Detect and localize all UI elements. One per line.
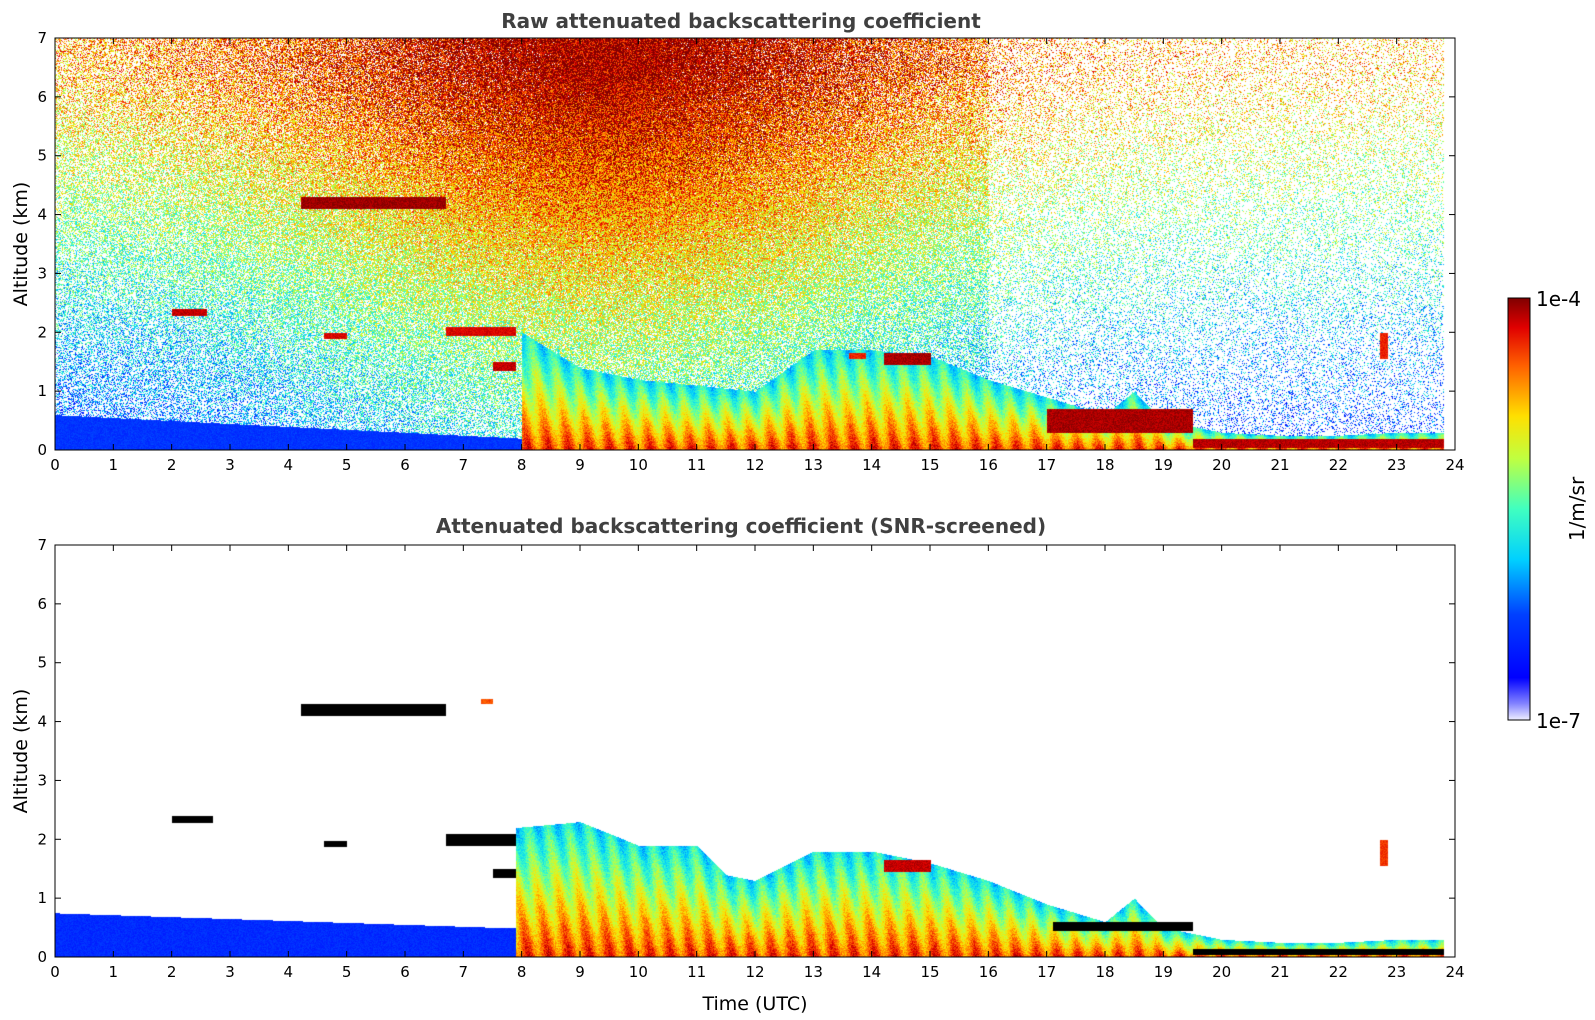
y-tick-label: 7: [37, 29, 47, 47]
x-tick-label: 7: [459, 456, 469, 474]
x-tick-label: 9: [575, 963, 585, 981]
colorbar-min-label: 1e-7: [1536, 709, 1581, 733]
x-tick-label: 10: [629, 963, 648, 981]
x-tick-label: 6: [400, 963, 410, 981]
y-tick-label: 1: [37, 382, 47, 400]
x-tick-label: 13: [804, 456, 823, 474]
x-tick-label: 5: [342, 963, 352, 981]
x-tick-label: 1: [109, 456, 119, 474]
colorbar: 1e-4 1e-7 1/m/sr: [1507, 287, 1589, 733]
x-tick-label: 3: [225, 456, 235, 474]
x-tick-label: 16: [979, 963, 998, 981]
x-tick-label: 7: [459, 963, 469, 981]
x-tick-label: 19: [1154, 963, 1173, 981]
x-tick-label: 12: [745, 963, 764, 981]
y-tick-label: 5: [37, 654, 47, 672]
y-tick-label: 4: [37, 206, 47, 224]
x-tick-label: 20: [1212, 456, 1231, 474]
x-tick-label: 19: [1154, 456, 1173, 474]
x-tick-label: 21: [1270, 963, 1289, 981]
panel-screened-y-axis: 0 1 2 3 4 5 6 7: [37, 536, 1455, 966]
x-tick-label: 2: [167, 963, 177, 981]
x-tick-label: 8: [517, 456, 527, 474]
x-tick-label: 0: [50, 456, 60, 474]
x-tick-label: 15: [920, 456, 939, 474]
screened-heatmap: [55, 545, 1455, 957]
x-tick-label: 12: [745, 456, 764, 474]
x-tick-label: 10: [629, 456, 648, 474]
x-tick-label: 20: [1212, 963, 1231, 981]
panel-raw: Raw attenuated backscattering coefficien…: [10, 9, 1465, 474]
panel-screened-y-label: Altitude (km): [10, 689, 32, 814]
x-tick-label: 9: [575, 456, 585, 474]
y-tick-label: 2: [37, 323, 47, 341]
y-tick-label: 3: [37, 771, 47, 789]
x-tick-label: 22: [1329, 456, 1348, 474]
x-tick-label: 14: [862, 963, 881, 981]
x-tick-label: 8: [517, 963, 527, 981]
x-tick-label: 0: [50, 963, 60, 981]
x-tick-label: 21: [1270, 456, 1289, 474]
x-tick-label: 11: [687, 963, 706, 981]
x-tick-label: 24: [1445, 456, 1464, 474]
x-tick-label: 23: [1387, 456, 1406, 474]
x-tick-label: 1: [109, 963, 119, 981]
x-tick-label: 4: [284, 456, 294, 474]
panel-raw-y-label: Altitude (km): [10, 182, 32, 307]
panel-screened: Attenuated backscattering coefficient (S…: [10, 514, 1465, 1015]
x-axis-label: Time (UTC): [701, 993, 807, 1015]
panel-screened-x-axis: 0 1 2 3 4 5 6 7 8 9 10 11 12 13 14 15 16 17 18 19 20 21 22 23 24: [50, 545, 1465, 981]
y-tick-label: 6: [37, 595, 47, 613]
x-tick-label: 11: [687, 456, 706, 474]
x-tick-label: 18: [1095, 456, 1114, 474]
x-tick-label: 3: [225, 963, 235, 981]
panel-raw-y-axis: 0 1 2 3 4 5 6 7: [37, 29, 1455, 459]
x-tick-label: 17: [1037, 963, 1056, 981]
x-tick-label: 2: [167, 456, 177, 474]
x-tick-label: 14: [862, 456, 881, 474]
x-tick-label: 24: [1445, 963, 1464, 981]
raw-heatmap: [55, 38, 1455, 450]
x-tick-label: 16: [979, 456, 998, 474]
y-tick-label: 2: [37, 830, 47, 848]
y-tick-label: 4: [37, 713, 47, 731]
x-tick-label: 13: [804, 963, 823, 981]
colorbar-max-label: 1e-4: [1536, 287, 1581, 311]
x-tick-label: 23: [1387, 963, 1406, 981]
panel-raw-x-axis: 0 1 2 3 4 5 6 7 8 9 10 11 12 13 14 15 16 17 18 19 20 21 22 23 24: [50, 38, 1465, 474]
y-tick-label: 7: [37, 536, 47, 554]
panel-raw-title: Raw attenuated backscattering coefficien…: [501, 9, 981, 33]
x-tick-label: 15: [920, 963, 939, 981]
x-tick-label: 4: [284, 963, 294, 981]
x-tick-label: 17: [1037, 456, 1056, 474]
x-tick-label: 22: [1329, 963, 1348, 981]
y-tick-label: 0: [37, 441, 47, 459]
y-tick-label: 6: [37, 88, 47, 106]
y-tick-label: 0: [37, 948, 47, 966]
x-tick-label: 18: [1095, 963, 1114, 981]
y-tick-label: 1: [37, 889, 47, 907]
colorbar-scale: [1507, 297, 1531, 721]
panel-screened-title: Attenuated backscattering coefficient (S…: [436, 514, 1046, 538]
x-tick-label: 5: [342, 456, 352, 474]
x-tick-label: 6: [400, 456, 410, 474]
colorbar-unit-label: 1/m/sr: [1565, 476, 1589, 541]
y-tick-label: 3: [37, 264, 47, 282]
y-tick-label: 5: [37, 147, 47, 165]
